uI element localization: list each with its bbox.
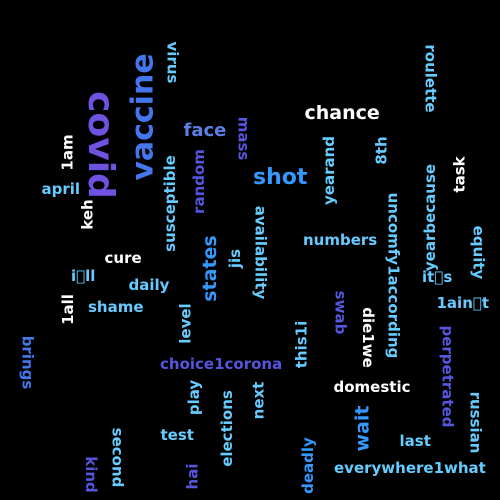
word-perpetrated: perpetrated <box>438 325 457 427</box>
word-1all: 1all <box>58 293 77 325</box>
word-test: test <box>160 425 194 444</box>
word-kind: kind <box>81 455 100 493</box>
word-random: random <box>189 148 208 214</box>
word-uncomfy1according: uncomfy1according <box>384 192 403 358</box>
word-susceptible: susceptible <box>160 154 179 252</box>
word-its: it􀀀s <box>422 267 453 286</box>
word-april: april <box>41 179 81 198</box>
word-domestic: domestic <box>333 377 411 396</box>
word-wait: wait <box>351 405 374 451</box>
word-die1we: die1we <box>358 306 377 368</box>
word-virus: virus <box>163 41 182 83</box>
word-states: states <box>198 234 221 302</box>
word-last: last <box>399 431 431 450</box>
word-vaccine: vaccine <box>125 53 161 181</box>
word-equity: equity <box>469 225 488 279</box>
word-task: task <box>450 155 469 193</box>
word-roulette: roulette <box>421 43 440 113</box>
word-keh: keh <box>78 198 97 230</box>
word-ill: i􀀀ll <box>71 266 96 285</box>
word-yearbecause: yearbecause <box>420 163 439 271</box>
word-shame: shame <box>88 297 144 316</box>
word-1am: 1am <box>58 133 77 171</box>
word-swab: swab <box>331 290 350 334</box>
word-elections: elections <box>217 389 236 467</box>
word-cure: cure <box>104 248 142 267</box>
word-8th: 8th <box>372 135 391 165</box>
word-daily: daily <box>128 275 170 294</box>
word-covid: covid <box>79 91 121 199</box>
word-this1i: this1i <box>292 320 311 368</box>
word-yearand: yearand <box>319 135 338 205</box>
word-shot: shot <box>253 165 308 190</box>
word-numbers: numbers <box>303 230 378 249</box>
word-mass: mass <box>234 116 253 160</box>
word-second: second <box>108 427 127 487</box>
word-brings: brings <box>18 335 37 389</box>
word-level: level <box>176 302 195 344</box>
word-choice1corona: choice1corona <box>160 354 283 373</box>
word-hai: hai <box>183 463 202 489</box>
word-everywhere1what: everywhere1what <box>334 458 486 477</box>
word-1aint: 1ain􀀀t <box>436 293 490 312</box>
word-russian: russian <box>466 391 485 453</box>
word-deadly: deadly <box>298 436 317 494</box>
word-next: next <box>249 381 268 419</box>
word-chance: chance <box>304 101 380 124</box>
word-jis: jis <box>225 248 244 268</box>
word-face: face <box>183 120 227 141</box>
word-availability: availability <box>251 205 270 299</box>
word-play: play <box>184 379 203 415</box>
